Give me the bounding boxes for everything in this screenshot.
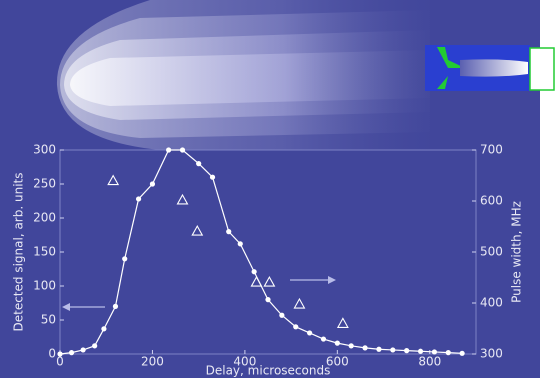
- dot-marker: [57, 351, 63, 357]
- dot-marker: [404, 348, 410, 354]
- triangle-marker: [107, 174, 120, 186]
- y2-tick-label: 300: [480, 347, 503, 361]
- dot-marker: [209, 174, 216, 180]
- x-tick-label: 600: [326, 355, 349, 369]
- y-tick-label: 0: [48, 347, 56, 361]
- dot-marker: [166, 147, 172, 153]
- y2-tick-label: 500: [480, 245, 503, 259]
- dot-marker: [80, 347, 86, 353]
- nozzle: [425, 45, 555, 91]
- y2-tick-label: 600: [480, 194, 503, 208]
- dot-marker: [445, 350, 451, 356]
- x-tick-label: 200: [141, 355, 164, 369]
- dot-marker: [237, 241, 243, 247]
- dot-marker: [307, 330, 313, 336]
- dot-marker: [334, 340, 340, 346]
- dot-marker: [112, 303, 119, 309]
- dot-marker: [122, 256, 128, 262]
- dot-marker: [101, 326, 107, 332]
- y-tick-label: 300: [33, 143, 56, 157]
- triangle-marker: [176, 193, 189, 205]
- dot-marker: [362, 345, 368, 351]
- dot-marker: [459, 350, 465, 356]
- x-axis-label: Delay, microseconds: [206, 364, 331, 378]
- annotation-arrows: [62, 276, 336, 311]
- triangle-marker: [336, 317, 349, 328]
- dot-marker: [376, 346, 382, 352]
- y-tick-label: 200: [33, 211, 56, 225]
- dot-marker: [135, 196, 142, 202]
- dot-marker: [179, 147, 186, 153]
- y2-axis-label: Pulse width, MHz: [510, 201, 524, 303]
- y2-tick-label: 400: [480, 296, 503, 310]
- dot-marker: [279, 312, 285, 318]
- dot-marker: [196, 161, 202, 167]
- y-tick-label: 50: [41, 313, 56, 327]
- dot-marker: [92, 343, 98, 349]
- dot-marker: [390, 347, 396, 353]
- triangle-marker: [250, 275, 263, 287]
- x-tick-label: 0: [56, 355, 64, 369]
- triangle-marker: [293, 297, 306, 309]
- y2-tick-label: 700: [480, 143, 503, 157]
- dot-marker: [226, 229, 232, 235]
- dot-marker: [265, 297, 271, 303]
- y-tick-label: 250: [33, 177, 56, 191]
- dot-marker: [417, 348, 424, 354]
- dot-marker: [293, 324, 299, 330]
- x-tick-label: 400: [233, 355, 256, 369]
- triangle-marker: [263, 275, 276, 287]
- y-axis-label: Detected signal, arb. units: [12, 173, 26, 332]
- dot-marker: [348, 343, 354, 349]
- dot-marker: [320, 336, 327, 342]
- y-tick-label: 100: [33, 279, 56, 293]
- x-tick-label: 800: [418, 355, 441, 369]
- plume: [56, 0, 430, 150]
- dot-marker: [149, 181, 156, 187]
- y-tick-label: 150: [33, 245, 56, 259]
- dot-marker: [251, 269, 257, 275]
- triangle-marker: [191, 224, 204, 236]
- dot-marker: [68, 350, 75, 356]
- dot-marker: [431, 349, 437, 355]
